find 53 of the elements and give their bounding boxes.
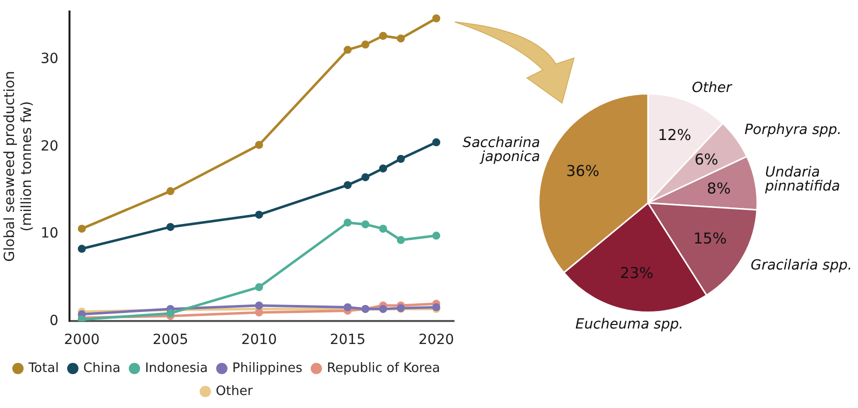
slice-label: Undaria pinnatifida [764,164,840,195]
point [78,224,86,233]
point [344,181,352,190]
x-tick-label: 2000 [64,332,100,348]
point [344,46,352,54]
y-tick-label: 30 [40,51,58,68]
point [432,14,440,22]
point [255,210,264,219]
point [396,236,405,244]
x-tick-label: 2020 [418,332,454,348]
point [166,309,174,318]
slice-label: Saccharina japonica [462,135,540,166]
legend-label: Philippines [232,360,303,376]
point [361,40,370,49]
point [255,301,264,310]
point [379,164,388,172]
slice-label: Gracilaria spp. [750,257,852,274]
data-label: 36% [566,162,600,180]
point [396,34,405,42]
point [166,222,174,231]
y-tick-label: 20 [40,138,58,154]
y-axis-title: Global seaweed production (million tonnes fw) [2,70,35,262]
point [255,308,264,316]
point [78,244,86,253]
legend-label: Other [216,384,254,399]
x-tick-label: 2005 [152,332,188,348]
data-label: 15% [693,230,727,248]
legend-label: Republic of Korea [326,360,440,376]
legend-label: Total [27,360,59,376]
slice-label: Other [692,80,733,96]
data-label: 6% [694,150,718,169]
x-tick-label: 2015 [330,332,366,348]
y-tick-label: 10 [40,226,58,242]
point [432,138,440,146]
point [432,232,440,240]
data-label: 23% [620,264,654,282]
slice-label: Eucheuma spp. [575,316,684,332]
data-label: 8% [706,179,731,198]
point [166,187,174,196]
point [361,173,370,182]
y-tick-label: 0 [49,312,58,329]
point [361,220,370,228]
x-tick-label: 2010 [241,332,277,348]
point [379,32,388,40]
legend-label: China [83,360,120,376]
point [379,224,388,233]
slice-label: Porphyra spp. [744,122,842,138]
point [255,140,264,149]
point [396,154,405,163]
point [255,283,264,292]
point [344,218,352,227]
data-label: 12% [658,126,692,144]
legend-label: Indonesia [144,360,208,376]
